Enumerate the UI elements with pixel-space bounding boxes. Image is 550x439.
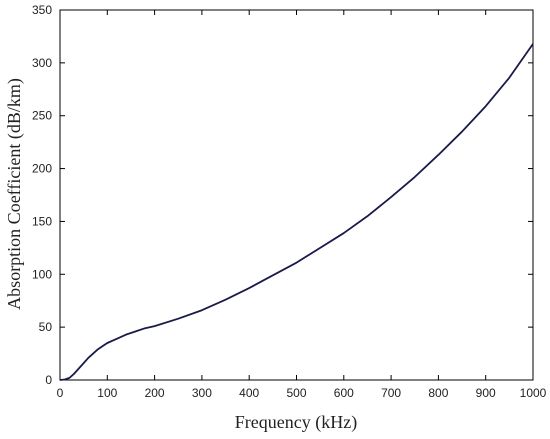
x-tick-label: 100	[97, 386, 117, 400]
x-tick-label: 700	[381, 386, 401, 400]
x-tick-label: 200	[145, 386, 165, 400]
x-tick-label: 800	[428, 386, 448, 400]
y-tick-label: 200	[32, 162, 52, 176]
x-tick-label: 500	[286, 386, 306, 400]
y-tick-label: 250	[32, 109, 52, 123]
series-line-0	[59, 43, 534, 381]
y-tick-label: 150	[32, 214, 52, 228]
y-tick-label: 300	[32, 56, 52, 70]
x-tick-label: 0	[57, 386, 64, 400]
y-axis-title: Absorption Coefficient (dB/km)	[4, 78, 25, 310]
plot-frame	[59, 9, 534, 381]
y-tick-label: 50	[39, 320, 53, 334]
x-tick-label: 400	[239, 386, 259, 400]
x-tick-label: 900	[476, 386, 496, 400]
plot-area: 0 100 200 300 400 500 600 700 800 900 1000 0 50 100 15…	[32, 3, 547, 400]
x-axis-title: Frequency (kHz)	[235, 412, 357, 433]
x-tick-label: 600	[334, 386, 354, 400]
y-tick-label: 0	[45, 373, 52, 387]
x-tick-label: 1000	[520, 386, 547, 400]
y-tick-label: 100	[32, 267, 52, 281]
x-tick-label: 300	[192, 386, 212, 400]
y-tick-label: 350	[32, 3, 52, 17]
